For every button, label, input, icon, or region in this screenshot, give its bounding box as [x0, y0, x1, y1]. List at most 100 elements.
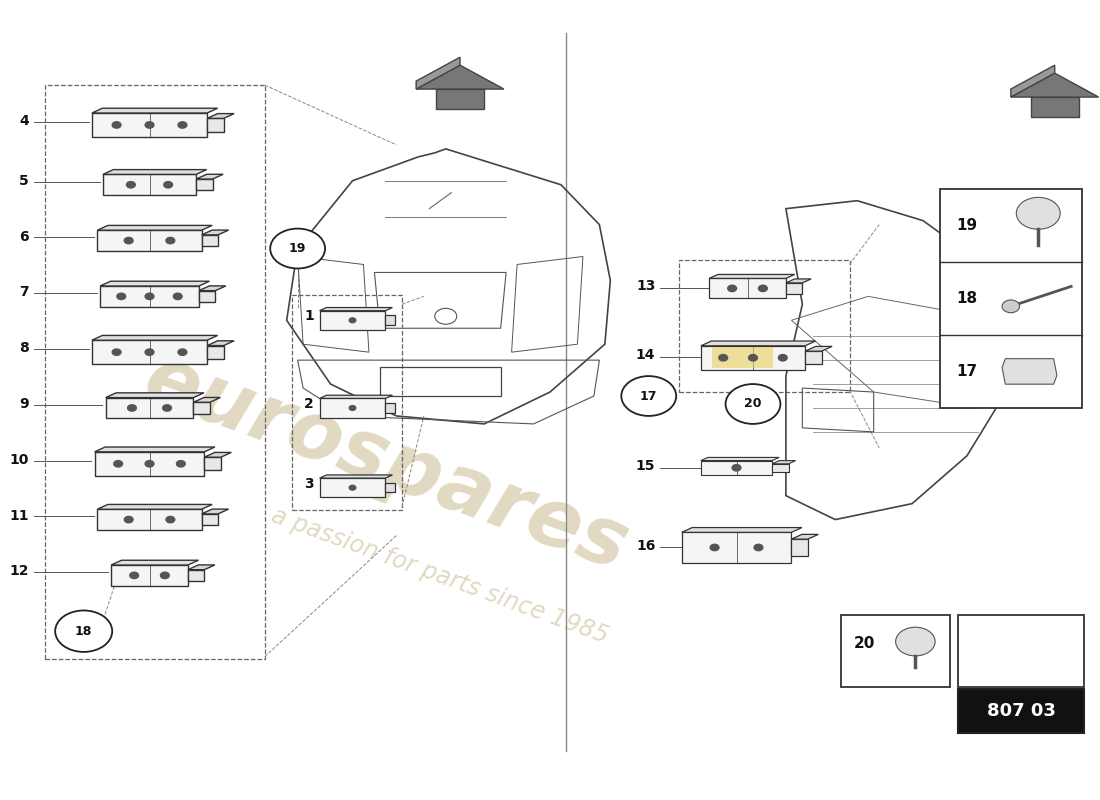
Polygon shape	[100, 286, 199, 306]
Polygon shape	[111, 560, 198, 565]
Polygon shape	[103, 170, 207, 174]
Polygon shape	[701, 341, 815, 346]
Polygon shape	[98, 230, 201, 251]
Circle shape	[128, 405, 136, 411]
Text: 10: 10	[10, 453, 29, 466]
Text: 807 03: 807 03	[987, 702, 1056, 720]
Circle shape	[145, 293, 154, 299]
Circle shape	[895, 627, 935, 656]
Polygon shape	[710, 274, 794, 278]
Circle shape	[349, 486, 355, 490]
Circle shape	[349, 318, 355, 322]
Polygon shape	[320, 475, 393, 478]
Polygon shape	[791, 534, 818, 539]
Polygon shape	[436, 89, 484, 109]
Polygon shape	[196, 179, 212, 190]
Circle shape	[1002, 300, 1020, 313]
Polygon shape	[320, 310, 385, 330]
Circle shape	[1016, 198, 1060, 230]
Circle shape	[733, 465, 741, 471]
Circle shape	[113, 461, 122, 467]
Bar	[680, 261, 849, 392]
Polygon shape	[682, 527, 802, 532]
Circle shape	[166, 238, 175, 244]
Circle shape	[124, 238, 133, 244]
Circle shape	[755, 544, 763, 550]
Polygon shape	[1031, 90, 1088, 97]
Polygon shape	[92, 108, 218, 113]
Bar	[293, 294, 402, 510]
Polygon shape	[772, 464, 789, 472]
Polygon shape	[199, 290, 216, 302]
Text: 2: 2	[305, 397, 315, 411]
Circle shape	[145, 349, 154, 355]
Polygon shape	[199, 286, 226, 290]
Polygon shape	[1011, 73, 1099, 97]
Circle shape	[112, 122, 121, 128]
Circle shape	[164, 182, 173, 188]
Bar	[958, 615, 1085, 687]
Polygon shape	[196, 174, 223, 179]
Polygon shape	[100, 282, 209, 286]
Circle shape	[55, 610, 112, 652]
Circle shape	[174, 293, 183, 299]
Circle shape	[166, 516, 175, 522]
Polygon shape	[201, 235, 218, 246]
Polygon shape	[320, 398, 385, 418]
Polygon shape	[92, 335, 218, 340]
Bar	[840, 615, 950, 687]
Text: 15: 15	[636, 459, 656, 473]
Circle shape	[271, 229, 326, 269]
Polygon shape	[106, 398, 194, 418]
Polygon shape	[785, 279, 811, 283]
Polygon shape	[205, 458, 221, 470]
Circle shape	[163, 405, 172, 411]
Polygon shape	[207, 114, 234, 118]
Text: 19: 19	[289, 242, 306, 255]
Text: 16: 16	[636, 539, 656, 553]
Polygon shape	[385, 403, 395, 413]
Text: 18: 18	[956, 291, 977, 306]
Polygon shape	[791, 539, 807, 556]
Bar	[713, 347, 772, 368]
Polygon shape	[772, 461, 795, 464]
Polygon shape	[207, 341, 234, 346]
Circle shape	[112, 349, 121, 355]
Polygon shape	[1031, 97, 1079, 117]
Polygon shape	[207, 346, 223, 358]
Polygon shape	[103, 174, 196, 195]
Text: 11: 11	[9, 509, 29, 522]
Bar	[45, 85, 265, 659]
Polygon shape	[98, 226, 212, 230]
Polygon shape	[106, 393, 204, 398]
Circle shape	[117, 293, 125, 299]
Circle shape	[728, 285, 737, 291]
Text: 9: 9	[19, 397, 29, 411]
Circle shape	[718, 354, 727, 361]
Polygon shape	[416, 57, 460, 89]
Circle shape	[124, 516, 133, 522]
Text: 13: 13	[636, 279, 656, 293]
Circle shape	[621, 376, 676, 416]
Polygon shape	[1011, 65, 1055, 97]
Polygon shape	[98, 510, 201, 530]
Text: 18: 18	[75, 625, 92, 638]
Bar	[939, 189, 1082, 408]
Polygon shape	[92, 113, 207, 137]
Circle shape	[759, 285, 768, 291]
Text: 17: 17	[640, 390, 658, 402]
Circle shape	[779, 354, 788, 361]
Polygon shape	[320, 395, 393, 398]
Polygon shape	[201, 509, 229, 514]
Text: 7: 7	[19, 286, 29, 299]
Circle shape	[176, 461, 185, 467]
Bar	[958, 690, 1085, 734]
Text: 3: 3	[305, 477, 315, 490]
Circle shape	[349, 406, 355, 410]
Text: 17: 17	[956, 364, 977, 379]
Polygon shape	[385, 483, 395, 493]
Polygon shape	[682, 532, 791, 562]
Text: eurospares: eurospares	[133, 340, 638, 587]
Polygon shape	[785, 283, 802, 294]
Circle shape	[145, 122, 154, 128]
